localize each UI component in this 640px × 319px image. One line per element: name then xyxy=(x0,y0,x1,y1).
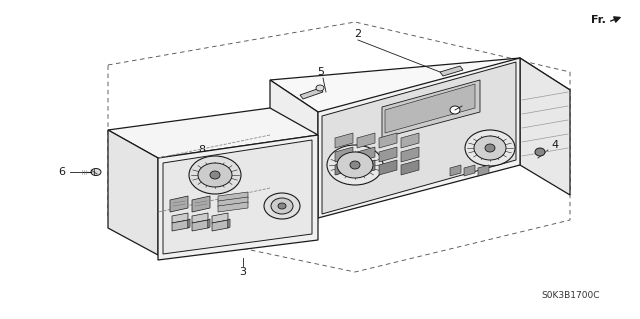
Polygon shape xyxy=(379,133,397,148)
Text: 4: 4 xyxy=(552,140,559,150)
Polygon shape xyxy=(379,160,397,175)
Polygon shape xyxy=(108,130,158,255)
Polygon shape xyxy=(520,58,570,195)
Polygon shape xyxy=(464,165,475,176)
Ellipse shape xyxy=(485,144,495,152)
Ellipse shape xyxy=(474,136,506,160)
Ellipse shape xyxy=(535,148,545,156)
Polygon shape xyxy=(335,147,353,162)
Polygon shape xyxy=(212,213,228,223)
Text: 6: 6 xyxy=(58,167,65,177)
Polygon shape xyxy=(478,165,489,176)
Polygon shape xyxy=(318,58,520,218)
Text: 7: 7 xyxy=(470,103,477,113)
Text: 3: 3 xyxy=(239,267,246,277)
Polygon shape xyxy=(188,219,190,228)
Polygon shape xyxy=(192,196,210,212)
Polygon shape xyxy=(270,58,570,112)
Polygon shape xyxy=(401,133,419,148)
Polygon shape xyxy=(158,135,318,260)
Polygon shape xyxy=(192,220,208,231)
Polygon shape xyxy=(218,192,248,202)
Polygon shape xyxy=(192,213,208,223)
Text: 2: 2 xyxy=(355,29,362,39)
Polygon shape xyxy=(270,80,318,218)
Polygon shape xyxy=(212,220,228,231)
Polygon shape xyxy=(357,160,375,175)
Polygon shape xyxy=(440,66,463,76)
Text: S0K3B1700C: S0K3B1700C xyxy=(541,291,600,300)
Polygon shape xyxy=(172,220,188,231)
Polygon shape xyxy=(300,88,323,99)
Polygon shape xyxy=(335,133,353,148)
Polygon shape xyxy=(379,147,397,162)
Polygon shape xyxy=(172,213,188,223)
Ellipse shape xyxy=(210,171,220,179)
Ellipse shape xyxy=(271,198,293,214)
Ellipse shape xyxy=(316,85,324,91)
Polygon shape xyxy=(357,133,375,148)
Polygon shape xyxy=(218,202,248,212)
Polygon shape xyxy=(108,108,318,158)
Ellipse shape xyxy=(465,130,515,166)
Polygon shape xyxy=(170,196,188,212)
Text: 5: 5 xyxy=(317,67,324,77)
Ellipse shape xyxy=(337,152,373,178)
Ellipse shape xyxy=(350,161,360,169)
Text: Fr.: Fr. xyxy=(591,15,605,25)
Polygon shape xyxy=(401,147,419,162)
Polygon shape xyxy=(335,160,353,175)
Ellipse shape xyxy=(264,193,300,219)
Polygon shape xyxy=(401,160,419,175)
Text: 8: 8 xyxy=(198,145,205,155)
Polygon shape xyxy=(163,140,312,254)
Ellipse shape xyxy=(91,168,101,175)
Polygon shape xyxy=(357,147,375,162)
Polygon shape xyxy=(385,84,475,133)
Ellipse shape xyxy=(189,156,241,194)
Ellipse shape xyxy=(450,106,460,114)
Polygon shape xyxy=(382,80,480,138)
Ellipse shape xyxy=(327,145,383,185)
Polygon shape xyxy=(322,62,516,214)
Polygon shape xyxy=(228,219,230,228)
Polygon shape xyxy=(218,197,248,207)
Polygon shape xyxy=(208,219,210,228)
Ellipse shape xyxy=(198,163,232,187)
Ellipse shape xyxy=(278,203,286,209)
Polygon shape xyxy=(450,165,461,176)
